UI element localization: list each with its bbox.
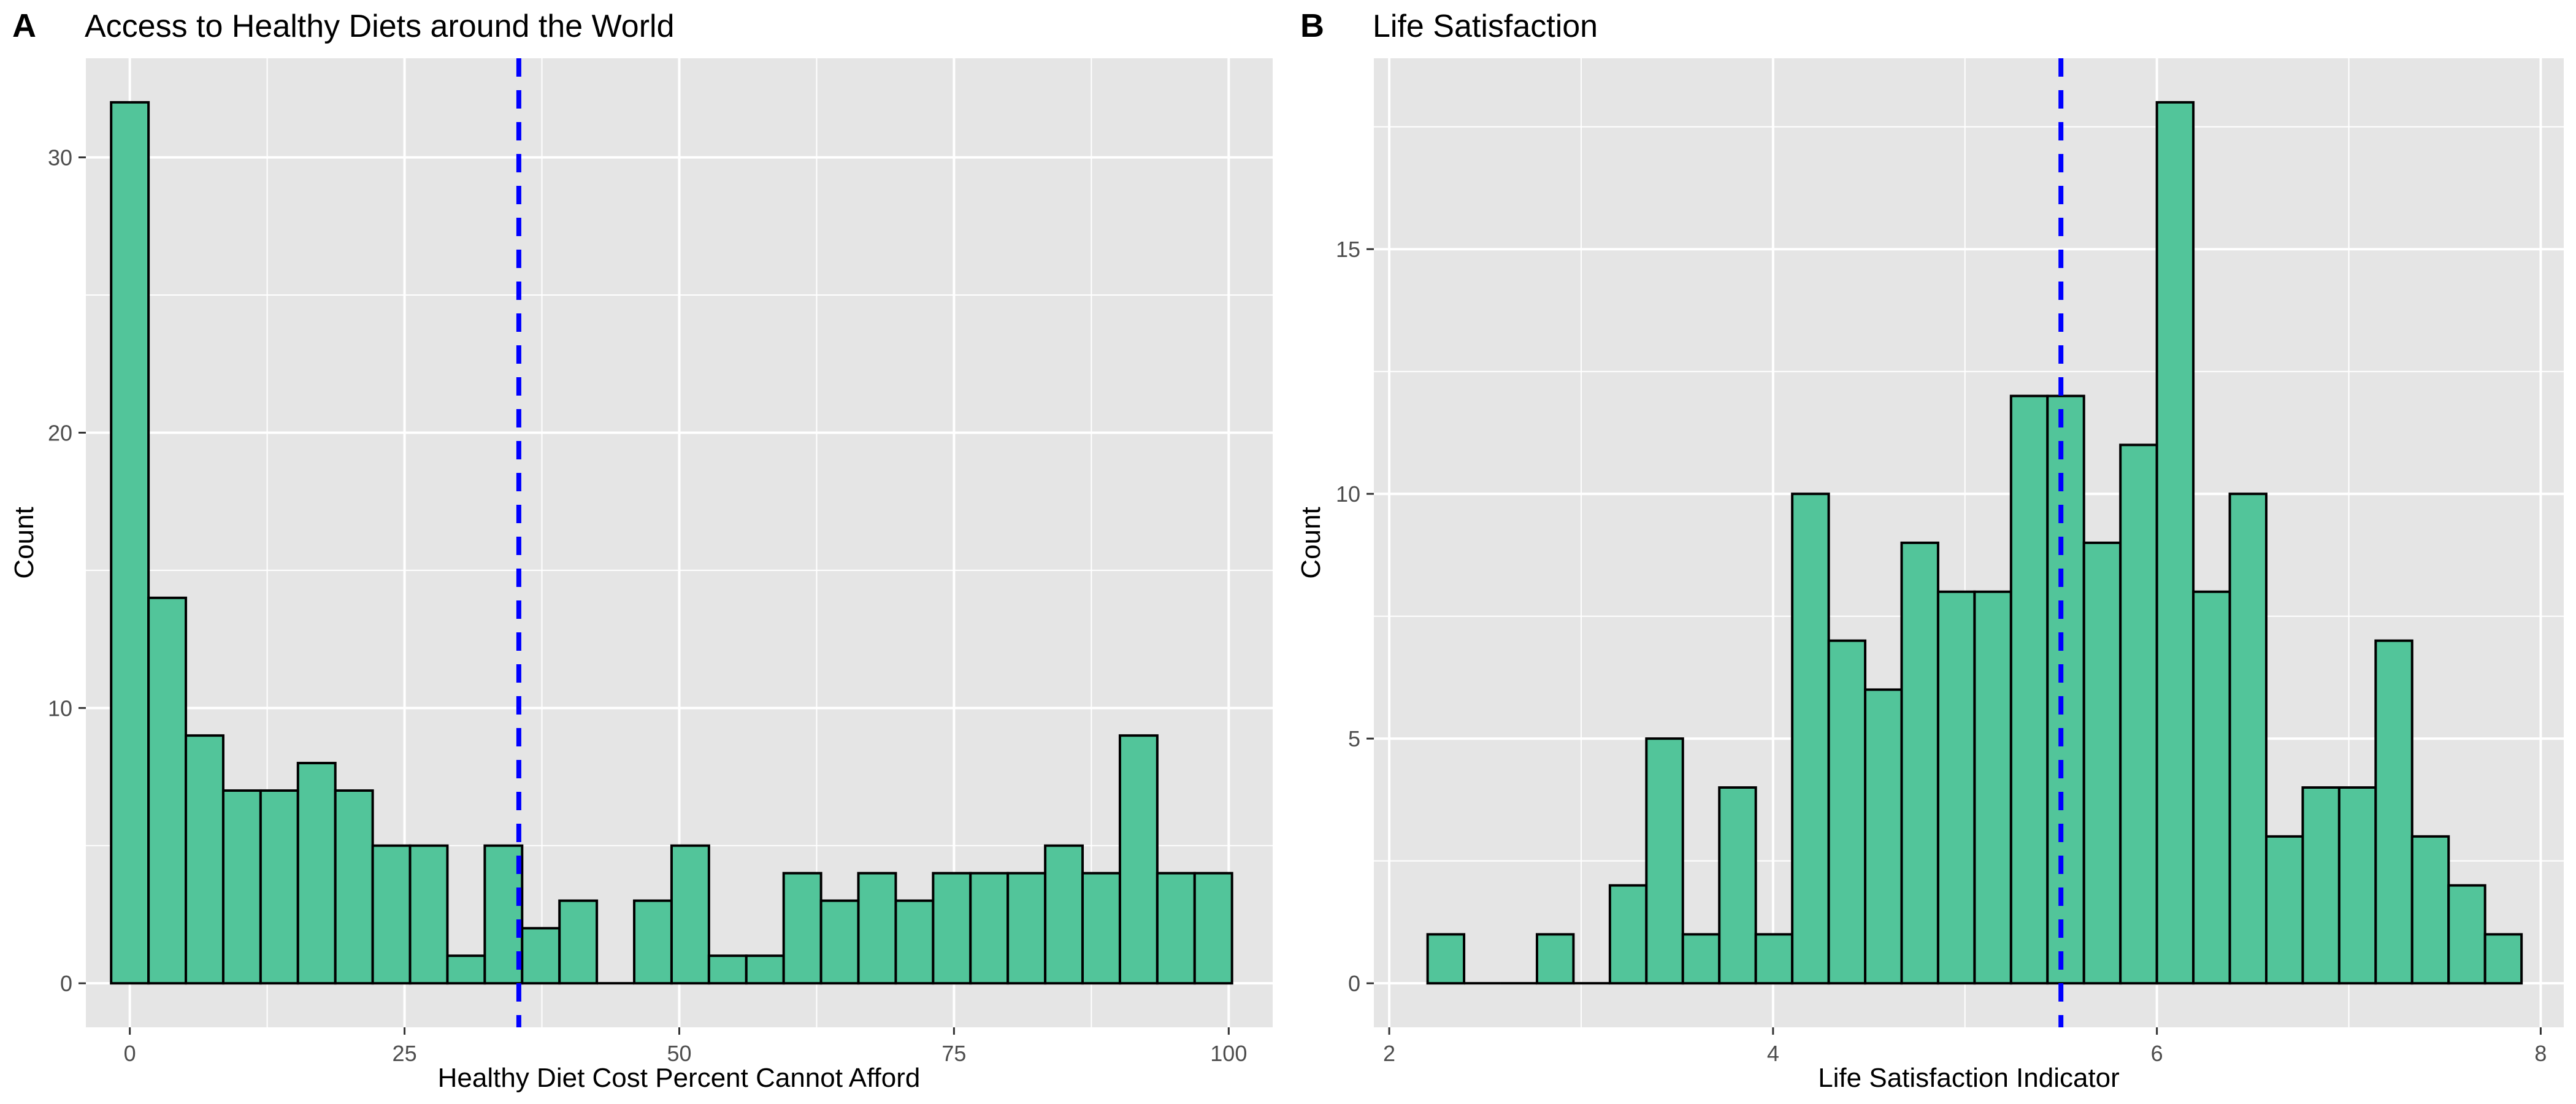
panel-a: A Access to Healthy Diets around the Wor… — [9, 7, 1273, 1093]
panel-a-bar — [446, 954, 486, 985]
panel-a-bar — [857, 872, 897, 985]
panel-a-bar — [1118, 734, 1159, 985]
panel-a-x-tick-label: 100 — [1210, 1041, 1247, 1066]
panel-b-bar — [1791, 493, 1830, 985]
panel-b-x-tick-label: 6 — [2151, 1041, 2163, 1066]
panel-a-bar — [819, 899, 860, 985]
panel-a-bar — [408, 844, 449, 985]
panel-b-bar — [1973, 590, 2012, 985]
panel-a-bar — [932, 872, 972, 985]
panel-b: B Life Satisfaction 2 4 6 8 0 5 10 15 Life Sat… — [1296, 7, 2564, 1093]
panel-a-bar — [1044, 844, 1084, 985]
panel-b-bar — [1864, 688, 1903, 985]
panel-a-bar — [371, 844, 412, 985]
panel-b-bars — [1426, 101, 2523, 985]
panel-a-bar — [221, 789, 262, 985]
panel-a-bar — [483, 844, 524, 985]
panel-a-bar — [521, 927, 561, 985]
panel-a-bar — [1156, 872, 1196, 985]
panel-b-x-axis-label: Life Satisfaction Indicator — [1818, 1063, 2120, 1093]
panel-a-bar — [185, 734, 224, 985]
panel-b-bar — [2228, 493, 2267, 985]
panel-b-x-tick-label: 8 — [2534, 1041, 2547, 1066]
panel-b-bar — [2410, 835, 2450, 985]
panel-b-bar — [1681, 933, 1721, 985]
panel-b-bar — [2265, 835, 2304, 985]
panel-a-tag: A — [12, 7, 36, 44]
panel-b-y-tick-label: 0 — [1348, 971, 1360, 996]
panel-a-x-tick-label: 50 — [667, 1041, 691, 1066]
panel-a-bar — [633, 899, 673, 985]
panel-a-bar — [707, 954, 748, 985]
panel-b-y-tick-label: 10 — [1336, 481, 1360, 507]
panel-a-bar — [147, 596, 188, 985]
panel-a-bar — [745, 954, 785, 985]
panel-b-title: Life Satisfaction — [1373, 9, 1598, 44]
panel-b-y-tick-label: 15 — [1336, 237, 1360, 262]
panel-b-bar — [2447, 884, 2486, 985]
panel-b-x-ticks: 2 4 6 8 — [1383, 1027, 2547, 1066]
panel-a-bar — [894, 899, 935, 985]
panel-a-x-axis-label: Healthy Diet Cost Percent Cannot Afford — [438, 1063, 921, 1093]
panel-a-y-tick-label: 20 — [48, 420, 72, 445]
panel-a-bar — [1006, 872, 1047, 985]
panel-a-bar — [782, 872, 822, 985]
panel-b-bar — [2009, 394, 2049, 985]
panel-a-bar — [1081, 872, 1121, 985]
panel-b-y-ticks: 0 5 10 15 — [1336, 237, 1374, 996]
panel-a-bar — [296, 762, 337, 985]
panel-b-bar — [1608, 884, 1648, 985]
panel-a-bar — [334, 789, 374, 985]
panel-a-bar — [558, 899, 599, 985]
panel-b-bar — [2374, 639, 2413, 985]
panel-a-bar — [110, 101, 150, 985]
panel-b-bar — [1718, 786, 1757, 985]
panel-b-x-tick-label: 2 — [1383, 1041, 1395, 1066]
panel-b-bar — [2192, 590, 2231, 985]
panel-a-x-tick-label: 75 — [941, 1041, 966, 1066]
panel-b-bar — [2301, 786, 2340, 985]
panel-a-y-tick-label: 30 — [48, 145, 72, 171]
panel-a-bars — [110, 101, 1233, 985]
panel-b-bar — [1645, 737, 1684, 985]
panel-b-bar — [2337, 786, 2377, 985]
panel-b-y-axis-label: Count — [1296, 507, 1326, 578]
panel-a-bar — [670, 844, 710, 985]
panel-b-bar — [1535, 933, 1575, 985]
panel-b-y-tick-label: 5 — [1348, 726, 1360, 751]
panel-a-bar — [969, 872, 1010, 985]
panel-b-bar — [1827, 639, 1867, 985]
panel-b-bar — [1936, 590, 1976, 985]
panel-b-bar — [2046, 394, 2085, 985]
panel-a-y-tick-label: 10 — [48, 696, 72, 721]
panel-a-title: Access to Healthy Diets around the World — [85, 9, 675, 44]
panel-a-y-tick-label: 0 — [60, 971, 72, 996]
panel-b-bar — [2082, 542, 2122, 985]
panel-b-bar — [2119, 443, 2158, 985]
panel-a-bar — [1193, 872, 1233, 985]
panel-a-y-axis-label: Count — [9, 507, 39, 578]
panel-a-x-ticks: 0 25 50 75 100 — [124, 1027, 1247, 1066]
panel-a-x-tick-label: 0 — [124, 1041, 136, 1066]
panel-b-tag: B — [1300, 7, 1324, 44]
panel-b-bar — [2155, 101, 2195, 985]
panel-b-bar — [1754, 933, 1794, 985]
panel-a-x-tick-label: 25 — [393, 1041, 417, 1066]
panel-b-bar — [2483, 933, 2523, 985]
panel-a-y-ticks: 0 10 20 30 — [48, 145, 86, 996]
panel-b-x-tick-label: 4 — [1767, 1041, 1779, 1066]
panel-a-bar — [259, 789, 299, 985]
panel-b-bar — [1900, 542, 1939, 985]
panel-b-bar — [1426, 933, 1466, 985]
